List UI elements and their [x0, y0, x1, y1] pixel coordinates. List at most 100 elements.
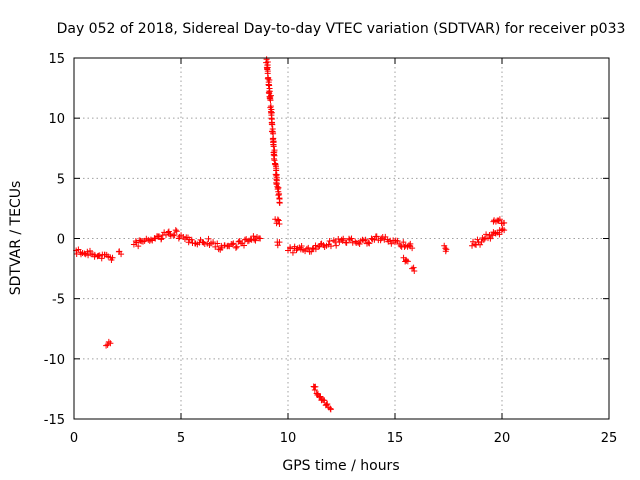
- data-point: [230, 240, 237, 247]
- data-point: [185, 239, 192, 246]
- data-point: [135, 243, 142, 250]
- chart-title: Day 052 of 2018, Sidereal Day-to-day VTE…: [57, 21, 626, 37]
- data-point: [477, 241, 484, 248]
- data-point: [214, 240, 221, 247]
- data-point: [365, 239, 372, 246]
- data-point: [327, 243, 334, 250]
- data-point: [158, 235, 165, 242]
- data-point: [326, 238, 333, 245]
- data-point: [348, 235, 355, 242]
- data-point: [274, 242, 281, 249]
- data-point: [347, 236, 354, 243]
- data-point: [165, 228, 172, 235]
- data-point: [173, 228, 180, 235]
- data-point: [264, 58, 271, 65]
- x-tick-label: 20: [494, 431, 511, 446]
- data-point: [333, 242, 340, 249]
- data-point: [388, 240, 395, 247]
- data-point: [137, 237, 144, 244]
- data-point: [356, 241, 363, 248]
- data-point: [172, 227, 179, 234]
- data-point: [268, 121, 275, 128]
- data-point: [495, 217, 502, 224]
- y-tick-label: -10: [44, 353, 65, 368]
- data-point: [85, 252, 92, 259]
- data-point: [276, 221, 283, 228]
- data-point: [200, 239, 207, 246]
- data-point: [343, 239, 350, 246]
- data-point: [487, 235, 494, 242]
- data-point: [159, 232, 166, 239]
- data-point: [264, 70, 271, 77]
- data-point: [208, 240, 215, 247]
- data-point: [140, 238, 147, 245]
- data-point: [147, 236, 154, 243]
- data-point: [324, 401, 331, 408]
- data-point: [241, 242, 248, 249]
- data-point: [405, 242, 412, 249]
- data-point: [332, 238, 339, 245]
- data-point: [233, 243, 240, 250]
- data-point: [267, 97, 274, 104]
- data-point: [313, 390, 320, 397]
- data-point: [274, 216, 281, 223]
- data-point: [400, 239, 407, 246]
- data-point: [352, 238, 359, 245]
- data-point: [469, 242, 476, 249]
- data-point: [373, 233, 380, 240]
- data-point: [317, 241, 324, 248]
- data-point: [108, 256, 115, 263]
- data-point: [480, 236, 487, 243]
- x-axis-tick-labels: 0 5 10 15 20 25: [70, 431, 617, 446]
- data-point: [303, 245, 310, 252]
- axis-ticks: [73, 57, 610, 420]
- data-point: [308, 248, 315, 255]
- data-point: [86, 247, 93, 254]
- x-axis-label: GPS time / hours: [282, 458, 399, 474]
- x-tick-label: 0: [70, 431, 78, 446]
- y-axis-label: SDTVAR / TECUs: [8, 181, 24, 296]
- data-point: [186, 236, 193, 243]
- data-point: [84, 248, 91, 255]
- y-tick-label: -15: [44, 413, 65, 428]
- data-point: [212, 243, 219, 250]
- y-tick-label: -5: [52, 293, 65, 308]
- data-point: [229, 241, 236, 248]
- data-point: [105, 338, 112, 345]
- data-point: [289, 249, 296, 256]
- data-point: [273, 165, 280, 172]
- data-point: [205, 235, 212, 242]
- data-point: [362, 236, 369, 243]
- data-point: [265, 81, 272, 88]
- data-point: [355, 239, 362, 246]
- data-point: [270, 143, 277, 150]
- data-point: [471, 241, 478, 248]
- data-point: [276, 199, 283, 206]
- data-point: [171, 232, 178, 239]
- data-point: [267, 103, 274, 110]
- data-point: [492, 218, 499, 225]
- data-point: [397, 242, 404, 249]
- data-point: [276, 239, 283, 246]
- data-point: [312, 383, 319, 390]
- data-point: [273, 174, 280, 181]
- data-point: [232, 244, 239, 251]
- x-tick-label: 10: [280, 431, 297, 446]
- y-tick-label: 0: [57, 233, 65, 248]
- data-point: [363, 240, 370, 247]
- data-point: [410, 264, 417, 271]
- data-point: [265, 75, 272, 82]
- data-point: [407, 243, 414, 250]
- data-point: [271, 147, 278, 154]
- data-point: [378, 235, 385, 242]
- data-point: [103, 251, 110, 258]
- data-point: [95, 252, 102, 259]
- data-point: [498, 227, 505, 234]
- y-axis-tick-labels: -15 -10 -5 0 5 10 15: [44, 52, 65, 428]
- x-tick-label: 15: [387, 431, 404, 446]
- data-point: [327, 405, 334, 412]
- data-point: [252, 237, 259, 244]
- data-point: [273, 180, 280, 187]
- data-point: [315, 243, 322, 250]
- data-point: [235, 238, 242, 245]
